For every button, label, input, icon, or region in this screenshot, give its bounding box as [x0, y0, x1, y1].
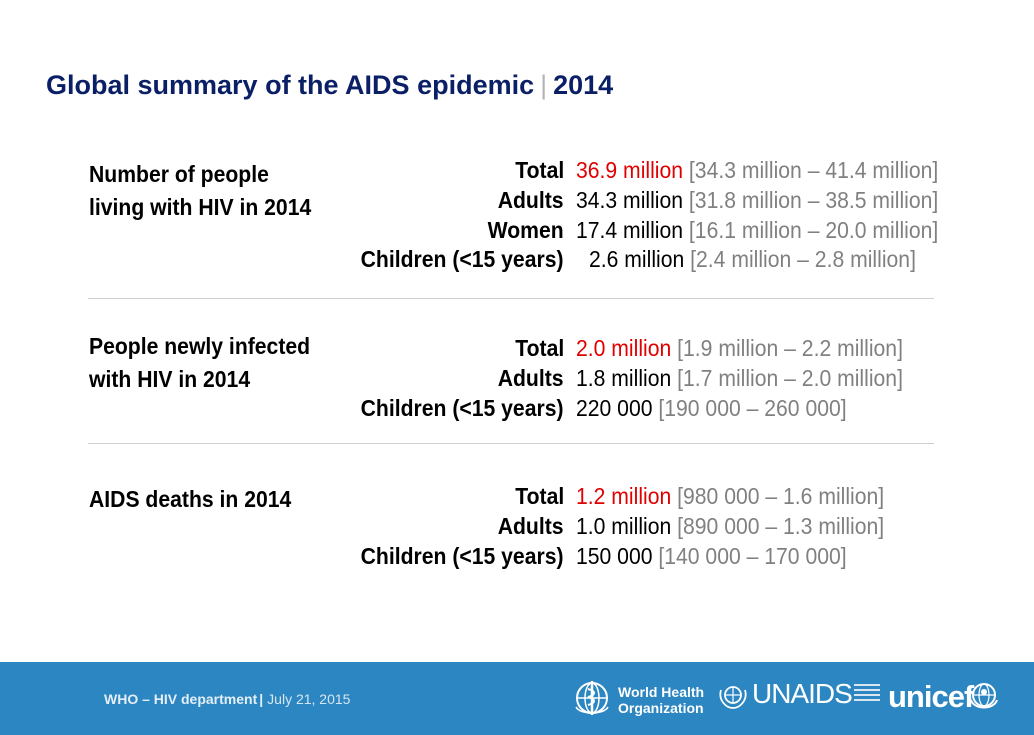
- title-main: Global summary of the AIDS epidemic: [46, 70, 535, 100]
- who-logo: World Health Organization: [572, 677, 704, 721]
- row-label: Children (<15 years): [361, 395, 564, 421]
- stat-row: Children (<15 years) 220 000 [190 000 – …: [0, 393, 1034, 423]
- row-value: 2.6 million: [589, 246, 685, 272]
- stat-row: Women 17.4 million [16.1 million – 20.0 …: [0, 215, 1034, 245]
- footer-bar: WHO – HIV department | July 21, 2015 World…: [0, 662, 1034, 735]
- un-emblem-icon: [719, 686, 747, 709]
- row-value: 36.9 million: [576, 157, 684, 183]
- stat-row: Children (<15 years) 150 000 [140 000 – …: [0, 541, 1034, 571]
- row-range: [1.9 million – 2.2 million]: [677, 335, 903, 361]
- row-value: 17.4 million: [576, 217, 684, 243]
- slide-title: Global summary of the AIDS epidemic | 2014: [46, 70, 613, 101]
- stat-row: Adults 34.3 million [31.8 million – 38.5…: [0, 185, 1034, 215]
- section-divider: [88, 298, 934, 299]
- title-separator: |: [540, 70, 548, 100]
- row-range: [34.3 million – 41.4 million]: [688, 157, 939, 183]
- section-label: Number of people living with HIV in 2014: [89, 161, 312, 220]
- row-value: 150 000: [576, 543, 653, 569]
- footer-department: WHO – HIV department: [104, 691, 258, 707]
- row-range: [980 000 – 1.6 million]: [677, 483, 885, 509]
- row-label: Adults: [498, 187, 564, 213]
- row-value: 34.3 million: [576, 187, 684, 213]
- section-divider: [88, 443, 934, 444]
- row-value: 220 000: [576, 395, 653, 421]
- row-range: [1.7 million – 2.0 million]: [677, 365, 903, 391]
- row-value: 1.0 million: [576, 513, 672, 539]
- unicef-name: unicef: [888, 679, 974, 714]
- footer-caption: WHO – HIV department | July 21, 2015: [104, 691, 350, 707]
- row-range: [190 000 – 260 000]: [658, 395, 847, 421]
- row-range: [890 000 – 1.3 million]: [677, 513, 885, 539]
- row-label: Adults: [498, 365, 564, 391]
- row-label: Total: [515, 157, 564, 183]
- row-range: [140 000 – 170 000]: [658, 543, 847, 569]
- section-label: People newly infected with HIV in 2014: [89, 333, 311, 392]
- footer-date: July 21, 2015: [267, 691, 351, 707]
- unicef-emblem-icon: [970, 683, 998, 709]
- row-value: 1.8 million: [576, 365, 672, 391]
- row-label: Adults: [498, 513, 564, 539]
- stat-row: Adults 1.0 million [890 000 – 1.3 millio…: [0, 511, 1034, 541]
- row-range: [16.1 million – 20.0 million]: [688, 217, 939, 243]
- row-value: 1.2 million: [576, 483, 672, 509]
- stat-row: Total 2.0 million [1.9 million – 2.2 mil…: [0, 333, 1034, 363]
- stat-row: Total 36.9 million [34.3 million – 41.4 …: [0, 155, 1034, 185]
- row-range: [2.4 million – 2.8 million]: [690, 246, 916, 272]
- row-label: Total: [515, 335, 564, 361]
- row-value: 2.0 million: [576, 335, 672, 361]
- footer-separator: |: [259, 691, 264, 707]
- stat-row: Children (<15 years) 2.6 million [2.4 mi…: [0, 244, 1034, 274]
- unaids-fine-print: [854, 684, 880, 704]
- unaids-name: UNAIDS: [752, 678, 853, 709]
- row-range: [31.8 million – 38.5 million]: [688, 187, 939, 213]
- who-emblem-icon: [575, 681, 609, 715]
- stat-row: Adults 1.8 million [1.7 million – 2.0 mi…: [0, 363, 1034, 393]
- title-year: 2014: [553, 70, 614, 100]
- stat-row: Total 1.2 million [980 000 – 1.6 million…: [0, 481, 1034, 511]
- row-label: Children (<15 years): [361, 246, 564, 272]
- row-label: Women: [487, 217, 564, 243]
- unaids-logo: UNAIDS: [718, 678, 880, 715]
- who-name: World Health Organization: [618, 684, 705, 716]
- row-label: Total: [515, 483, 564, 509]
- row-label: Children (<15 years): [361, 543, 564, 569]
- section-label: AIDS deaths in 2014: [89, 486, 292, 512]
